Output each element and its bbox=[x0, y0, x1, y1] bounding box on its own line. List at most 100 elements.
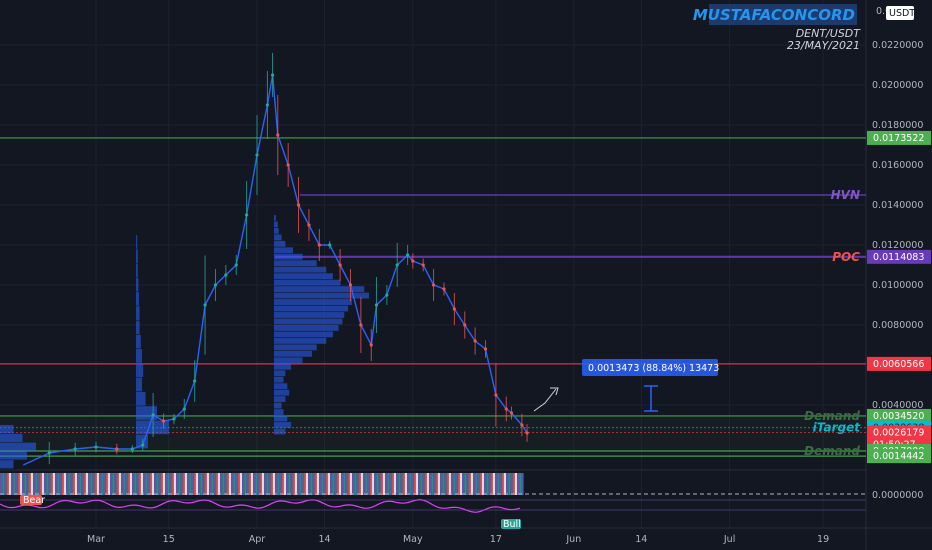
ind-stripe-155 bbox=[341, 473, 344, 495]
ind-stripe-103 bbox=[226, 473, 229, 495]
price-tag-bg-8 bbox=[867, 449, 931, 464]
projection-arrowhead bbox=[550, 387, 559, 396]
price-point-10 bbox=[182, 407, 186, 411]
price-axis[interactable]: 0.0220000 0.0200000 0.0180000 0.0160000 0.01… bbox=[872, 40, 923, 411]
ind-stripe-96 bbox=[211, 473, 214, 495]
ind-stripe-150 bbox=[330, 473, 333, 495]
ind-stripe-122 bbox=[268, 473, 271, 495]
projection-path bbox=[533, 388, 557, 412]
ind-stripe-186 bbox=[409, 473, 412, 495]
time-axis[interactable]: Mar 15 Apr 14 May 17 Jun 14 Jul 19 bbox=[87, 534, 829, 545]
ind-stripe-145 bbox=[319, 473, 322, 495]
ind-stripe-119 bbox=[261, 473, 264, 495]
vp-main-bar-30 bbox=[274, 409, 284, 415]
ind-stripe-73 bbox=[160, 473, 163, 495]
ind-stripe-107 bbox=[235, 473, 238, 495]
vp-main-bar-20 bbox=[274, 344, 317, 351]
currency-badge[interactable]: USDT bbox=[886, 6, 915, 20]
ind-stripe-212 bbox=[466, 473, 469, 495]
ind-stripe-45 bbox=[99, 473, 102, 495]
ind-stripe-91 bbox=[200, 473, 203, 495]
ind-stripe-146 bbox=[321, 473, 324, 495]
ind-stripe-152 bbox=[334, 473, 337, 495]
ind-stripe-34 bbox=[74, 473, 77, 495]
ind-stripe-222 bbox=[488, 473, 491, 495]
ind-stripe-143 bbox=[314, 473, 317, 495]
vp-mid-bar-11 bbox=[136, 391, 146, 406]
ind-stripe-38 bbox=[83, 473, 86, 495]
level-name-1: HVN bbox=[831, 188, 860, 202]
watermark: MUSTAFACONCORD DENT/USDT 23/MAY/2021 bbox=[693, 4, 861, 52]
ind-stripe-63 bbox=[138, 473, 141, 495]
vp-main-bar-23 bbox=[274, 363, 292, 370]
y-tick-7: 0.0080000 bbox=[872, 320, 923, 331]
price-point-26 bbox=[338, 263, 342, 267]
ind-stripe-209 bbox=[459, 473, 462, 495]
ind-stripe-131 bbox=[288, 473, 291, 495]
ind-stripe-232 bbox=[510, 473, 513, 495]
x-tick-7: 14 bbox=[635, 534, 647, 545]
ind-stripe-6 bbox=[13, 473, 16, 495]
ind-stripe-225 bbox=[495, 473, 498, 495]
ind-stripe-40 bbox=[88, 473, 91, 495]
ind-stripe-206 bbox=[453, 473, 456, 495]
ind-stripe-59 bbox=[129, 473, 132, 495]
ind-stripe-116 bbox=[255, 473, 258, 495]
x-tick-8: Jul bbox=[723, 534, 735, 545]
ind-stripe-201 bbox=[442, 473, 445, 495]
ind-stripe-191 bbox=[420, 473, 423, 495]
ind-stripe-30 bbox=[66, 473, 69, 495]
x-tick-1: 15 bbox=[163, 534, 175, 545]
price-point-34 bbox=[411, 259, 415, 263]
price-point-17 bbox=[255, 153, 259, 157]
ind-stripe-47 bbox=[103, 473, 106, 495]
ind-stripe-76 bbox=[167, 473, 170, 495]
ind-stripe-193 bbox=[424, 473, 427, 495]
ind-stripe-65 bbox=[143, 473, 146, 495]
indicator-pane bbox=[0, 473, 866, 513]
ind-stripe-18 bbox=[39, 473, 42, 495]
ind-stripe-147 bbox=[323, 473, 326, 495]
ind-stripe-178 bbox=[391, 473, 394, 495]
ind-stripe-149 bbox=[327, 473, 330, 495]
watermark-symbol: DENT/USDT bbox=[796, 27, 862, 40]
ind-stripe-27 bbox=[59, 473, 62, 495]
vp-main-bar-27 bbox=[274, 389, 290, 396]
vp-mid-bar-12 bbox=[136, 406, 157, 420]
ind-stripe-46 bbox=[101, 473, 104, 495]
vp-main-bar-9 bbox=[274, 273, 333, 280]
price-tag-bg-0 bbox=[867, 130, 931, 145]
ind-stripe-164 bbox=[360, 473, 363, 495]
ind-stripe-121 bbox=[266, 473, 269, 495]
ind-stripe-151 bbox=[332, 473, 335, 495]
ind-stripe-213 bbox=[468, 473, 471, 495]
ind-stripe-79 bbox=[173, 473, 176, 495]
ind-stripe-4 bbox=[8, 473, 11, 495]
price-point-45 bbox=[520, 423, 524, 427]
price-point-22 bbox=[296, 203, 301, 207]
ind-stripe-37 bbox=[81, 473, 84, 495]
price-point-35 bbox=[421, 263, 425, 267]
ind-stripe-23 bbox=[50, 473, 53, 495]
ind-stripe-153 bbox=[336, 473, 339, 495]
ind-stripe-5 bbox=[11, 473, 14, 495]
vp-main-bar-1 bbox=[274, 221, 278, 228]
indicator-zero-label: 0.0000000 bbox=[872, 490, 923, 501]
ind-stripe-218 bbox=[479, 473, 482, 495]
ind-stripe-53 bbox=[116, 473, 119, 495]
ind-stripe-158 bbox=[347, 473, 350, 495]
price-point-28 bbox=[359, 323, 363, 327]
vp-main-bar-21 bbox=[274, 350, 312, 357]
vp-main-bar-28 bbox=[274, 396, 286, 403]
price-tag-0: 0.0173522 bbox=[873, 133, 924, 144]
vp-main-bar-25 bbox=[274, 376, 284, 383]
ind-stripe-86 bbox=[189, 473, 192, 495]
ind-stripe-2 bbox=[4, 473, 7, 495]
vp-left-bar-3 bbox=[0, 451, 27, 460]
vp-main-bar-7 bbox=[274, 260, 317, 267]
ind-stripe-88 bbox=[193, 473, 196, 495]
oscillator-line bbox=[0, 498, 521, 513]
ind-stripe-19 bbox=[41, 473, 44, 495]
price-point-46 bbox=[525, 431, 529, 435]
